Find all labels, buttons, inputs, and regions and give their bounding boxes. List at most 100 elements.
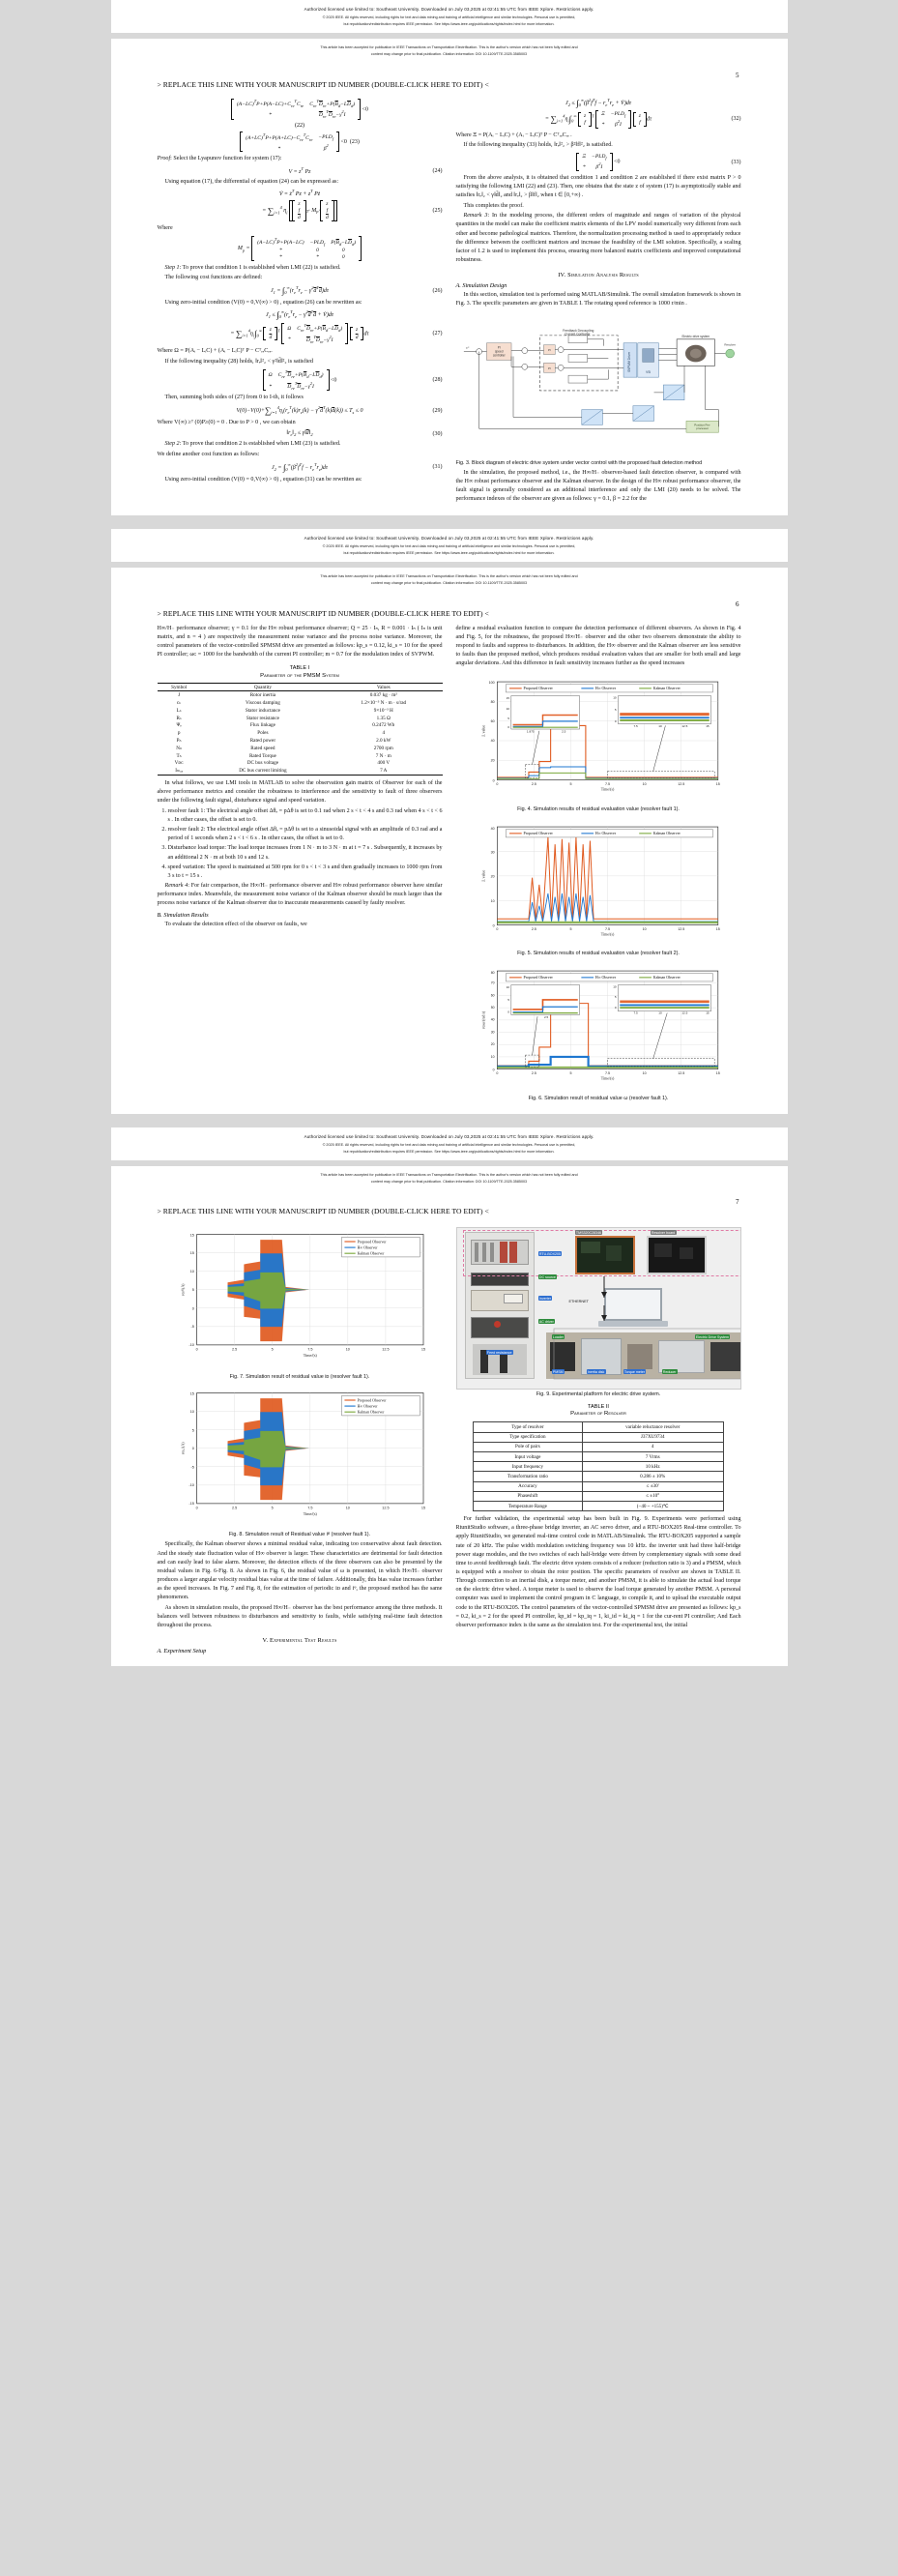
equation-25-line1: V̇ = żT Pz + zT Pż: [278, 189, 321, 198]
svg-text:12.5: 12.5: [382, 1506, 389, 1509]
cell-symbol: Iₘₐₓ: [157, 767, 201, 776]
cell-value: variable reluctance resolver: [581, 1421, 724, 1433]
svg-text:H∞ Observer: H∞ Observer: [594, 831, 616, 835]
cell-quantity: Rated power: [249, 737, 276, 744]
table-1-wrapper: TABLE I Parameter of the PMSM System Sym…: [157, 665, 443, 776]
svg-text:10: 10: [658, 724, 662, 728]
equation-28-number: (28): [432, 377, 443, 384]
cell-value: (−40 ~ +155)℃: [581, 1500, 724, 1512]
equation-33: Ξ −PLDf * β2I <0 (33): [456, 153, 741, 171]
where-omega-text: Where Ω = P(Aᵢ − LᵢC) + (Aᵢ − LᵢC)ᵀ P − …: [157, 348, 273, 355]
svg-text:2.5: 2.5: [232, 1506, 237, 1509]
columns-p5: (A−LC)TP+P(A−LC)+CreTCre CreTDre+P(Bd−LD…: [158, 96, 741, 506]
banner-gap-p6: [0, 562, 898, 569]
table-2-body: Type of resolver variable reluctance reso…: [473, 1421, 724, 1512]
table-2-caption: TABLE II Parameter of Resolver: [456, 1404, 741, 1420]
label-reducer: Reducer: [661, 1369, 678, 1375]
equation-27-line1: J1 ≤ ∫0∞(reTre − γ2dTd + V̇)dτ: [266, 309, 333, 320]
simulation-results-intro: To evaluate the detection effect of the …: [164, 922, 307, 928]
cell-value: ≤ ±10°: [581, 1490, 724, 1502]
equation-29-number: (29): [432, 407, 443, 414]
table-2-wrapper: TABLE II Parameter of Resolver Type of r…: [456, 1404, 741, 1512]
svg-text:5: 5: [507, 998, 509, 1002]
subsection-a-heading-p7: A. Experiment Setup: [157, 1648, 207, 1655]
svg-text:2.5: 2.5: [531, 927, 536, 931]
cell-value: 1.2×10⁻³ N · m · s/rad: [361, 700, 407, 707]
section-5-heading: V. Experimental Test Results: [262, 1637, 337, 1645]
svg-text:0: 0: [492, 1068, 494, 1072]
page-5: 5 > REPLACE THIS LINE WITH YOUR MANUSCRI…: [110, 65, 788, 515]
svg-text:speed: speed: [494, 350, 503, 354]
figure-3-caption: Fig. 3. Block diagram of electric drive …: [455, 459, 703, 466]
where-label: Where: [157, 224, 173, 231]
label-pmsm-left: PMSM: [551, 1369, 565, 1375]
step2-paragraph: Step 2: To prove that condition 2 is est…: [158, 440, 443, 449]
svg-text:10: 10: [345, 1506, 349, 1509]
svg-text:Proposed Observer: Proposed Observer: [523, 686, 553, 690]
equation-31: J2 = ∫0∞(β2fTf − reTre)dτ (31): [272, 462, 443, 473]
svg-text:10: 10: [613, 985, 617, 989]
svg-text:PI: PI: [547, 366, 550, 370]
svg-text:15: 15: [506, 696, 509, 700]
svg-text:Kalman Observer: Kalman Observer: [652, 686, 681, 690]
cell-symbol: Ψₑ: [176, 722, 182, 729]
svg-text:10: 10: [506, 707, 509, 711]
copyright-line-1: © 2025 IEEE. All rights reserved, includ…: [322, 15, 576, 19]
figure-8-caption: Fig. 8. Simulation result of Residual va…: [228, 1532, 371, 1538]
figure-9: RTU-BOX205 DC source Inverter AC driver …: [455, 1227, 741, 1398]
equation-30-number: (30): [432, 430, 443, 437]
table-row: Phaseshift ≤ ±10°: [473, 1490, 724, 1502]
cell-param: Temperature Range: [473, 1500, 583, 1512]
svg-text:Proposed Observer: Proposed Observer: [523, 976, 553, 981]
svg-text:-5: -5: [190, 1325, 193, 1329]
ieee-banner-accepted-p6: This article has been accepted for publi…: [110, 568, 788, 595]
page-number-7: 7: [736, 1198, 739, 1207]
svg-text:10: 10: [490, 899, 494, 903]
equation-26-number: (26): [432, 287, 443, 294]
cell-value: 2700 rpm: [373, 745, 393, 751]
zero-init-text: Using zero-initial condition (V(0) = 0,V…: [164, 300, 362, 307]
svg-text:5: 5: [191, 1428, 193, 1432]
simulation-comparison-text: In the simulation, the proposed method, …: [455, 469, 741, 503]
cell-value: 4: [581, 1441, 724, 1452]
svg-text:80: 80: [490, 971, 494, 975]
remark4-text: : For fair comparison, the H∞/H₋ perform…: [157, 883, 443, 907]
equation-28: Ω CreTDre+P(Bd−LDd) * DreTDre−γ2I <0 (28): [158, 368, 443, 392]
svg-text:100: 100: [488, 681, 494, 685]
equation-24: V = zT Pz (24): [288, 166, 443, 176]
remark4-label: Remark 4: [164, 883, 188, 890]
svg-text:-10: -10: [188, 1483, 193, 1487]
svg-text:Kalman Observer: Kalman Observer: [652, 831, 681, 835]
label-loader: Loader: [551, 1334, 565, 1340]
cell-value: 7 N · m: [375, 752, 391, 759]
table-1-caption-line2: Parameter of the PMSM System: [260, 672, 339, 679]
lmi-tools-text: In what follows, we use LMI tools in MAT…: [157, 780, 443, 805]
equation-31-number: (31): [432, 464, 443, 471]
copyright-line-1-p6: © 2025 IEEE. All rights reserved, includ…: [322, 543, 576, 548]
svg-text:VSI: VSI: [646, 371, 651, 375]
svg-text:-15: -15: [188, 1502, 193, 1506]
cell-value: 1.35 Ω: [376, 715, 391, 721]
table-1-caption-line1: TABLE I: [289, 665, 310, 672]
svg-text:Current Controller: Current Controller: [565, 333, 591, 337]
figure-4: 0 20 40 60 80 100 0 2.5 5 7.5 10 12.5 15 Time/(s)…: [456, 673, 741, 813]
svg-text:Jₑ value: Jₑ value: [480, 725, 485, 737]
svg-text:12.5: 12.5: [681, 1011, 687, 1015]
svg-text:12.5: 12.5: [681, 724, 687, 728]
svg-text:5: 5: [569, 927, 571, 931]
equation-29: V(0)−V(0)+∑i=14ηi(reT(k)re(k) − γ2dT(k)d…: [236, 405, 443, 416]
table-row: Iₘₐₓ DC bus current limiting 7 A: [157, 767, 443, 776]
svg-text:10: 10: [658, 1011, 662, 1015]
svg-text:12.5: 12.5: [382, 1348, 389, 1352]
table-row: Type of resolver variable reluctance reso…: [473, 1421, 724, 1433]
table-1-header-row: Symbol Quantity Values: [157, 682, 443, 692]
banner-gap-p7: [0, 1159, 898, 1166]
table-1-col-values: Values: [325, 682, 443, 692]
table-row: Transformation ratio 0.286 ± 10%: [473, 1471, 724, 1482]
svg-text:H∞ Observer: H∞ Observer: [357, 1245, 378, 1250]
svg-text:-10: -10: [188, 1343, 193, 1347]
equation-22: (A−LC)TP+P(A−LC)+CreTCre CreTDre+P(Bd−LD…: [158, 98, 443, 120]
svg-text:PI: PI: [547, 348, 550, 352]
